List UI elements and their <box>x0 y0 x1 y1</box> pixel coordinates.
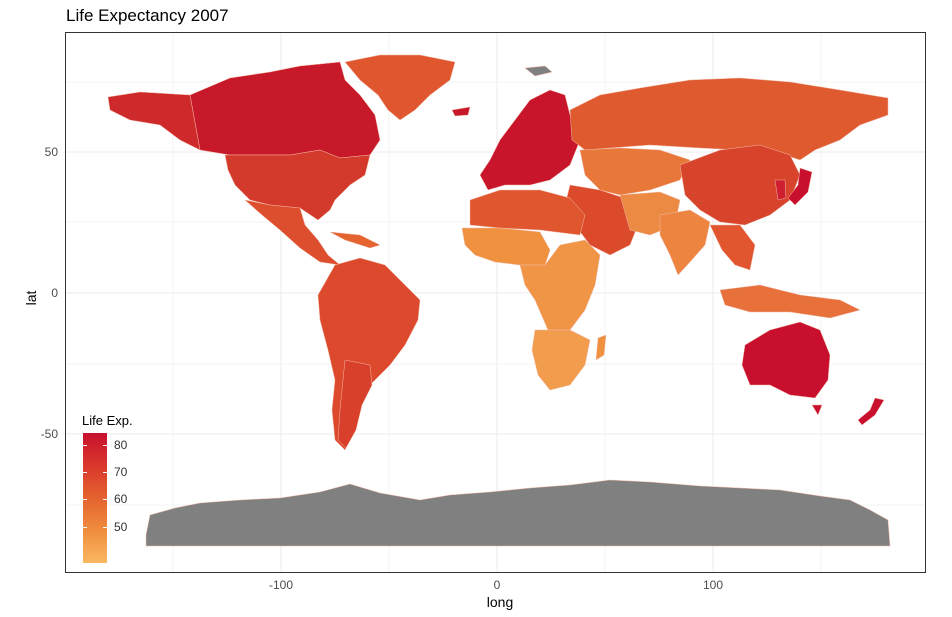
argentina <box>337 359 373 449</box>
legend-tick-mark <box>83 472 87 473</box>
southeast-asia <box>709 224 756 271</box>
y-axis-label: lat <box>23 290 39 306</box>
central-africa <box>519 239 601 331</box>
y-tick-label: 0 <box>51 286 58 300</box>
central-asia <box>579 147 691 196</box>
svalbard <box>524 65 553 77</box>
legend-tick-label: 70 <box>114 465 128 479</box>
chart-title: Life Expectancy 2007 <box>66 6 229 25</box>
iceland <box>451 106 471 117</box>
europe <box>479 89 581 191</box>
legend-title: Life Exp. <box>82 413 133 428</box>
antarctica <box>145 479 891 547</box>
caribbean <box>329 231 381 249</box>
usa <box>224 149 371 221</box>
legend-tick-mark <box>83 445 87 446</box>
india <box>659 209 711 276</box>
legend-tick-label: 50 <box>114 520 128 534</box>
legend-colorbar <box>83 433 107 563</box>
mexico <box>244 199 341 266</box>
china <box>679 144 801 226</box>
legend-tick-label: 80 <box>114 438 128 452</box>
y-tick-label: 50 <box>44 145 58 159</box>
japan <box>787 167 813 206</box>
alaska <box>107 91 201 151</box>
legend-tick-mark <box>83 499 87 500</box>
legend: Life Exp. 80 70 60 50 <box>80 413 150 563</box>
madagascar <box>595 334 607 361</box>
korea <box>774 179 787 201</box>
y-tick-label: -50 <box>40 427 58 441</box>
tasmania <box>811 404 823 416</box>
countries <box>107 54 891 547</box>
x-tick-label: 100 <box>702 578 724 592</box>
russia <box>569 77 889 161</box>
x-axis-label: long <box>486 594 514 610</box>
legend-tick-label: 60 <box>114 492 128 506</box>
legend-tick-mark <box>103 445 107 446</box>
greenland <box>344 54 456 121</box>
legend-tick-mark <box>103 472 107 473</box>
new-zealand <box>857 397 885 426</box>
legend-tick-mark <box>103 499 107 500</box>
x-tick-label: -100 <box>268 578 294 592</box>
north-africa <box>469 189 586 236</box>
australia <box>741 321 831 399</box>
legend-tick-mark <box>83 527 87 528</box>
x-tick-label: 0 <box>493 578 501 592</box>
legend-tick-mark <box>103 527 107 528</box>
indonesia <box>719 284 861 319</box>
southern-africa <box>531 329 591 391</box>
